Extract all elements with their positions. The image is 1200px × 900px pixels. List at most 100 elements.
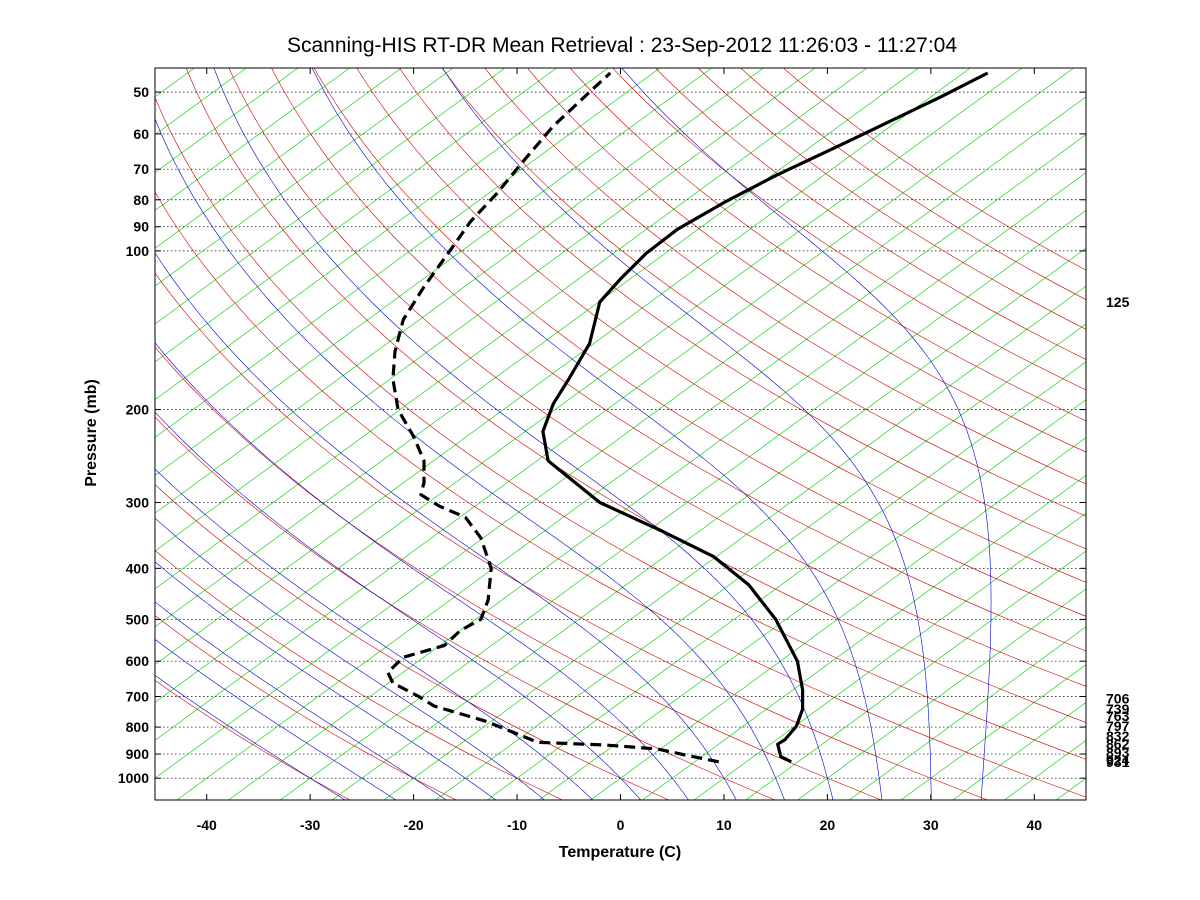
dry-adiabat-line: [155, 550, 563, 800]
moist-adiabat-line: [155, 468, 594, 800]
isotherm-line: [155, 68, 713, 476]
dry-adiabat-line: [782, 68, 1086, 271]
y-axis-label: Pressure (mb): [83, 379, 100, 487]
isotherm-line: [155, 68, 454, 287]
isobar-gridlines: [155, 91, 1086, 779]
isotherm-line: [155, 68, 351, 211]
isotherm-line: [176, 134, 1086, 800]
right-pressure-label: 931: [1106, 754, 1130, 770]
thermodynamic-background-lines: [155, 68, 1086, 800]
dry-adiabat-line: [697, 68, 1086, 330]
y-tick-label: 50: [133, 84, 149, 100]
y-tick-label: 1000: [118, 770, 149, 786]
moist-adiabat-line: [213, 68, 834, 800]
isotherm-line: [331, 247, 1086, 800]
y-tick-label: 800: [126, 719, 150, 735]
right-pressure-label: 739: [1106, 701, 1130, 717]
y-tick-label: 80: [133, 192, 149, 208]
isotherm-line: [155, 68, 868, 590]
isotherm-line: [435, 323, 1086, 800]
y-axis-ticks: 50 60 70 80 90 100 200 300 400 500 600 700 800 900 100…: [118, 84, 1086, 786]
isotherm-line: [155, 68, 661, 438]
right-pressure-label: 763: [1106, 708, 1130, 724]
isotherm-line: [797, 588, 1086, 800]
isotherm-line: [693, 512, 1086, 800]
isotherm-line: [155, 68, 557, 363]
y-tick-label: 400: [126, 560, 150, 576]
isotherm-line: [280, 210, 1086, 800]
dry-adiabat-line: [313, 68, 1086, 617]
isotherm-line: [155, 68, 764, 514]
y-tick-label: 700: [126, 688, 150, 704]
isotherm-line: [155, 68, 816, 552]
isotherm-line: [849, 626, 1086, 800]
dry-adiabat-line: [155, 615, 457, 800]
moist-adiabat-line: [442, 68, 932, 800]
isotherm-line: [228, 172, 1086, 800]
y-tick-label: 70: [133, 161, 149, 177]
dry-adiabat-line: [155, 96, 1086, 760]
isotherm-line: [642, 474, 1086, 800]
dry-adiabat-line: [185, 68, 1086, 723]
isotherm-line: [155, 68, 506, 325]
dry-adiabat-line: [654, 68, 1086, 360]
x-tick-label: -30: [300, 817, 320, 833]
isotherm-line: [538, 399, 1086, 800]
isotherm-line: [155, 96, 1086, 779]
dry-adiabat-line: [399, 68, 1086, 550]
moist-adiabat-line: [155, 674, 346, 800]
x-axis-label: Temperature (C): [559, 844, 681, 861]
y-tick-label: 90: [133, 219, 149, 235]
x-tick-label: 0: [617, 817, 625, 833]
moist-adiabat-line: [155, 517, 545, 800]
isotherm-line: [155, 68, 920, 628]
dry-adiabat-line: [569, 68, 1086, 422]
isotherm-line: [745, 550, 1086, 800]
moist-adiabat-line: [621, 68, 992, 800]
dry-adiabat-line: [155, 346, 882, 800]
x-tick-label: -20: [403, 817, 423, 833]
right-pressure-label: 832: [1106, 728, 1130, 744]
dry-adiabat-line: [484, 68, 1086, 485]
isotherm-line: [155, 68, 1023, 703]
right-pressure-label: 893: [1106, 744, 1130, 760]
temperature-profile-line: [541, 71, 989, 764]
x-tick-label: -10: [507, 817, 527, 833]
right-pressure-label: 924: [1106, 752, 1130, 768]
moist-adiabat-line: [311, 68, 883, 800]
dry-adiabat-line: [740, 68, 1086, 300]
chart-title: Scanning-HIS RT-DR Mean Retrieval : 23-S…: [287, 34, 957, 57]
dry-adiabat-line: [155, 416, 776, 800]
x-tick-label: -40: [197, 817, 217, 833]
right-pressure-label: 125: [1106, 294, 1130, 310]
x-tick-label: 10: [716, 817, 732, 833]
moist-adiabat-line: [155, 639, 397, 800]
dry-adiabat-line: [441, 68, 1086, 517]
isotherm-line: [590, 437, 1086, 800]
dry-adiabat-line: [271, 68, 1086, 652]
moist-adiabat-line: [155, 342, 689, 800]
y-tick-label: 600: [126, 653, 150, 669]
isotherm-line: [487, 361, 1086, 800]
dry-adiabat-line: [155, 191, 1086, 798]
isotherm-line: [155, 68, 971, 665]
dry-adiabat-line: [155, 272, 988, 800]
x-tick-label: 20: [820, 817, 836, 833]
isotherm-line: [155, 68, 402, 249]
moist-adiabat-line: [155, 117, 785, 800]
x-axis-ticks: -40 -30 -20 -10 0 10 20 30 40: [197, 68, 1042, 833]
y-tick-label: 500: [126, 611, 150, 627]
moist-adiabat-line: [155, 561, 496, 800]
isotherm-line: [155, 68, 609, 401]
right-pressure-label: 797: [1106, 718, 1130, 734]
moist-adiabat-line: [155, 601, 447, 800]
y-tick-label: 900: [126, 746, 150, 762]
right-pressure-label: 862: [1106, 736, 1130, 752]
dry-adiabat-line: [228, 68, 1086, 687]
dry-adiabat-line: [155, 484, 669, 800]
dry-adiabat-line: [356, 68, 1086, 583]
x-tick-label: 40: [1026, 817, 1042, 833]
y-tick-label: 200: [126, 402, 150, 418]
sounding-profiles: [386, 71, 989, 764]
